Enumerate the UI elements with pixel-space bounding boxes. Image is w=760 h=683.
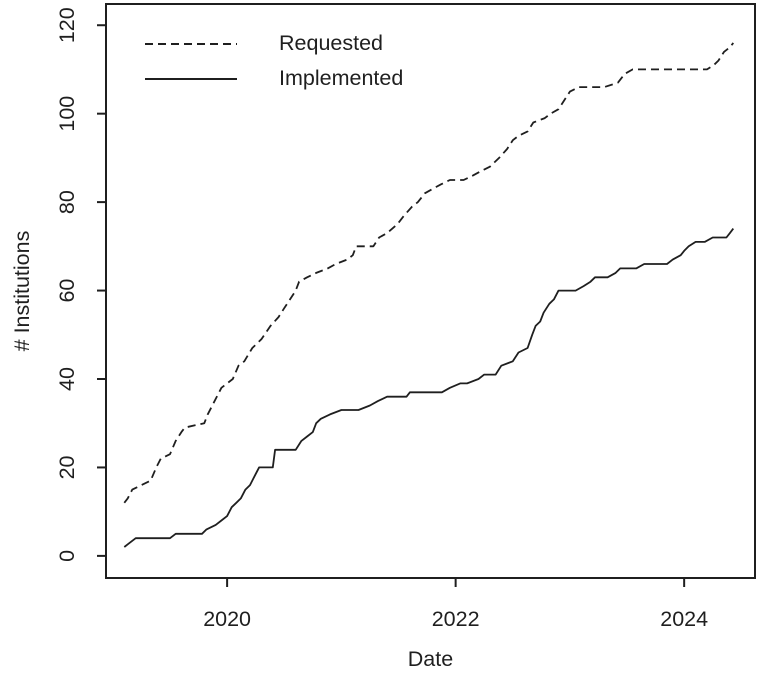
legend-label-requested: Requested: [279, 31, 383, 55]
solid-line-key-icon: [145, 77, 237, 80]
x-axis-title: Date: [407, 647, 454, 671]
legend-item-implemented: Implemented: [145, 61, 403, 96]
y-tick-label: 0: [55, 550, 79, 562]
y-tick-label: 80: [55, 190, 79, 214]
x-tick-label: 2022: [432, 607, 480, 631]
x-tick-label: 2020: [203, 607, 251, 631]
y-tick-label: 120: [55, 7, 79, 43]
y-axis-title: # Institutions: [10, 230, 34, 352]
legend-item-requested: Requested: [145, 26, 403, 61]
series-line-implemented: [123, 228, 735, 548]
y-tick-label: 40: [55, 367, 79, 391]
x-tick-label: 2024: [660, 607, 708, 631]
series-line-requested: [123, 42, 735, 504]
dashed-line-key-icon: [145, 42, 237, 45]
legend: Requested Implemented: [145, 26, 403, 96]
y-tick-label: 60: [55, 279, 79, 303]
y-tick-label: 20: [55, 455, 79, 479]
legend-label-implemented: Implemented: [279, 66, 404, 90]
y-tick-label: 100: [55, 96, 79, 132]
